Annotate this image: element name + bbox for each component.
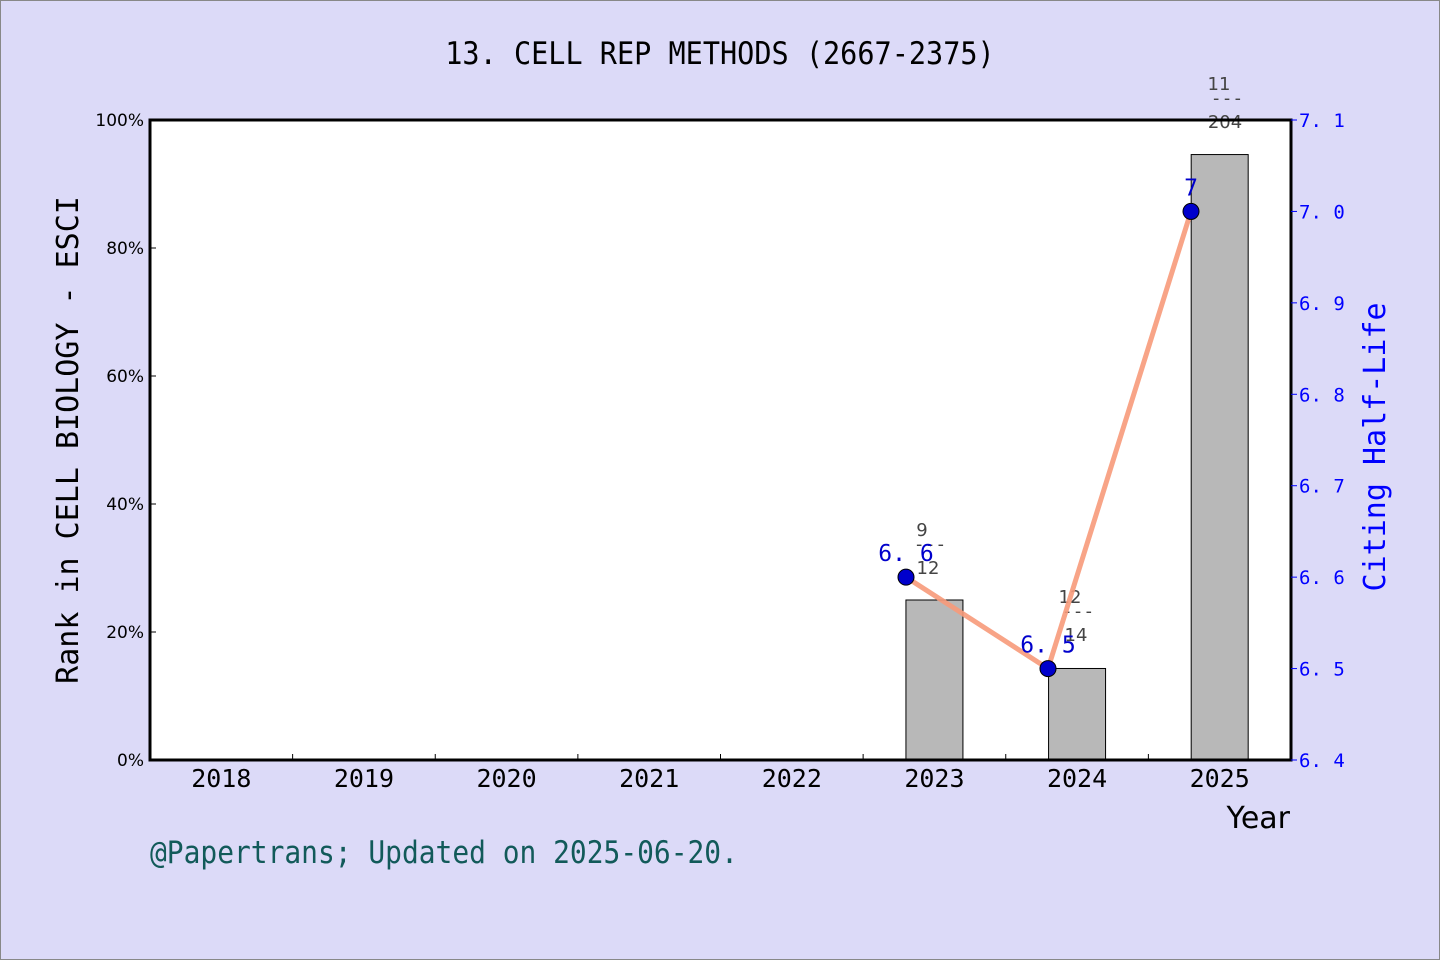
bar-label-denominator: 14	[1065, 625, 1088, 646]
x-axis-label: Year	[1225, 801, 1290, 836]
half-life-marker	[1039, 660, 1057, 678]
half-life-label: 7	[1184, 175, 1198, 201]
plot-area	[150, 120, 1291, 760]
y2-tick-label: 7. 1	[1299, 110, 1345, 132]
y-tick-label: 0%	[117, 751, 144, 771]
bar-label-divider: ---	[1211, 88, 1244, 109]
y-tick-label: 20%	[106, 623, 144, 643]
y2-tick-label: 6. 4	[1299, 750, 1345, 772]
bar-label-numerator: 11	[1208, 74, 1231, 95]
y-tick-label: 80%	[106, 239, 144, 259]
bar-label-numerator: 9	[916, 520, 927, 541]
y2-tick-label: 7. 0	[1299, 201, 1345, 223]
y2-tick-label: 6. 6	[1299, 567, 1345, 589]
bar	[905, 599, 964, 761]
bar	[1048, 667, 1107, 761]
y-tick-label: 60%	[106, 367, 144, 387]
half-life-label: 6. 5	[1020, 633, 1075, 659]
bar-label-denominator: 12	[917, 558, 940, 579]
x-tick-label: 2020	[476, 764, 536, 793]
bar	[1190, 154, 1249, 761]
x-tick-label: 2019	[334, 764, 394, 793]
x-tick-label: 2022	[762, 764, 822, 793]
footer-credit: @Papertrans; Updated on 2025-06-20.	[150, 835, 738, 871]
chart-title: 13. CELL REP METHODS (2667-2375)	[445, 36, 995, 72]
x-tick-label: 2021	[619, 764, 679, 793]
y-tick-label: 100%	[95, 111, 144, 131]
half-life-marker	[1182, 202, 1200, 220]
x-tick-label: 2023	[904, 764, 964, 793]
y-tick-label: 40%	[106, 495, 144, 515]
x-tick-label: 2025	[1190, 764, 1250, 793]
y2-tick-label: 6. 8	[1299, 384, 1345, 406]
half-life-label: 6. 6	[878, 541, 933, 567]
half-life-marker	[897, 568, 915, 586]
y2-axis-label: Citing Half-Life	[1358, 303, 1393, 592]
x-tick-label: 2018	[191, 764, 251, 793]
bar-label-denominator: 204	[1208, 112, 1242, 133]
y2-tick-label: 6. 7	[1299, 476, 1345, 498]
bar-label-divider: ---	[914, 534, 947, 555]
x-tick-label: 2024	[1047, 764, 1107, 793]
y2-tick-label: 6. 9	[1299, 293, 1345, 315]
y2-tick-label: 6. 5	[1299, 659, 1345, 681]
y-axis-label: Rank in CELL BIOLOGY - ESCI	[51, 196, 86, 684]
